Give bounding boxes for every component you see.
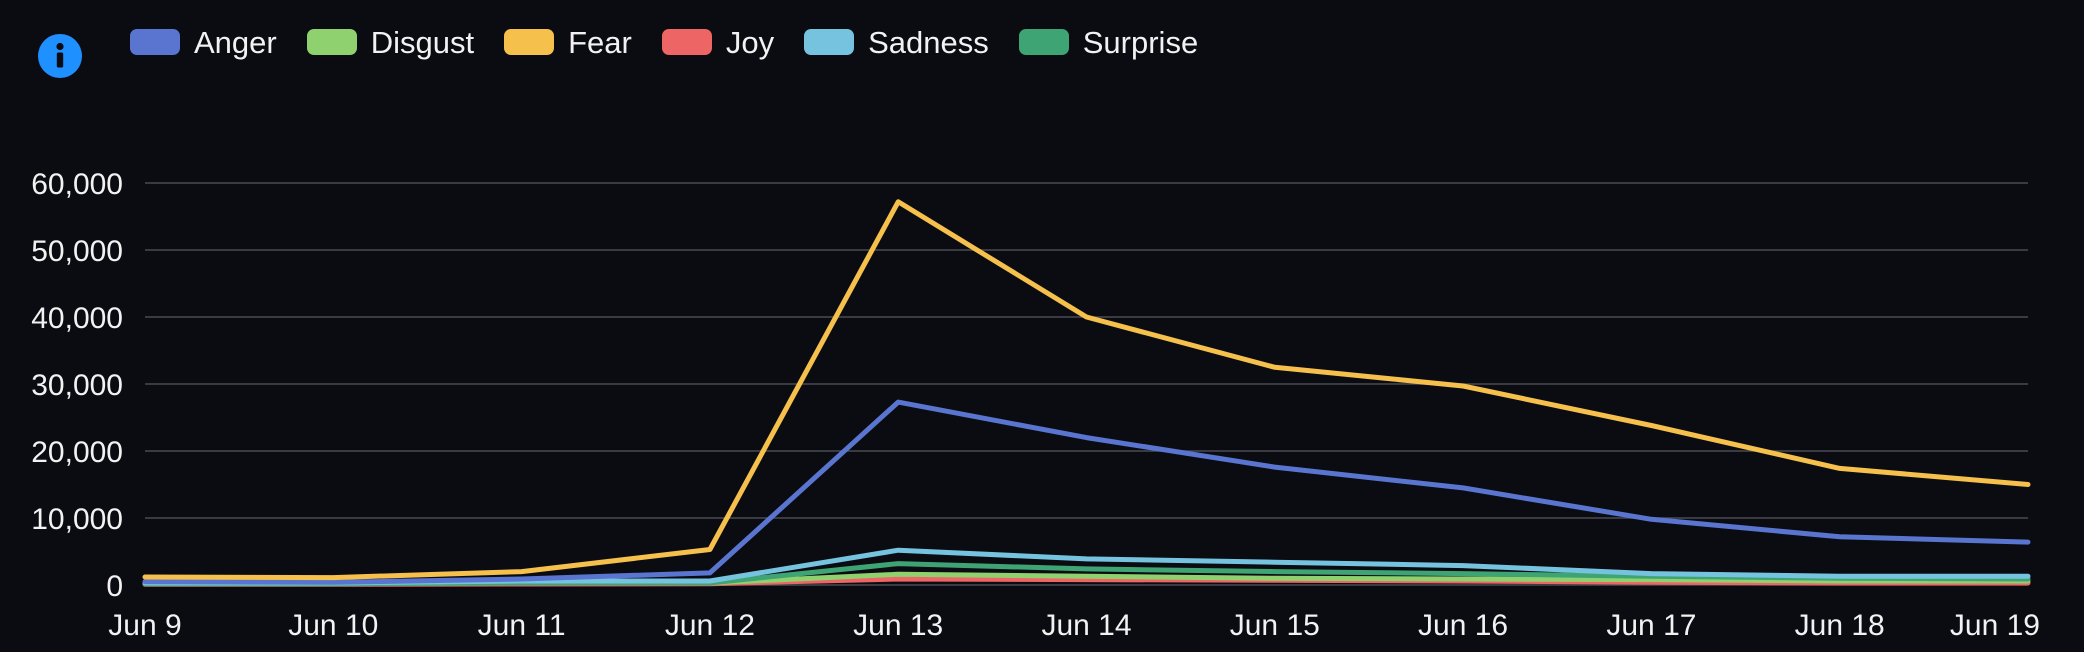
x-tick-label: Jun 16: [1418, 609, 1508, 642]
legend-label-anger: Anger: [194, 24, 277, 60]
y-tick-label: 10,000: [31, 503, 123, 536]
legend-label-surprise: Surprise: [1082, 24, 1199, 60]
x-tick-label: Jun 12: [665, 609, 755, 642]
legend-swatch-surprise: [1018, 29, 1069, 55]
chart-legend: Anger Disgust Fear Joy Sadness Surprise: [130, 18, 1198, 66]
x-tick-label: Jun 15: [1230, 609, 1320, 642]
y-tick-label: 0: [106, 570, 123, 603]
legend-swatch-anger: [130, 29, 180, 55]
legend-label-joy: Joy: [725, 24, 775, 60]
series-line-fear: [142, 199, 2031, 581]
legend-label-disgust: Disgust: [370, 24, 475, 60]
series-line-anger: [142, 399, 2031, 585]
y-tick-label: 30,000: [31, 369, 123, 402]
legend-item-fear[interactable]: Fear: [504, 27, 632, 58]
x-tick-label: Jun 13: [853, 609, 943, 642]
legend-swatch-disgust: [306, 29, 357, 55]
info-icon[interactable]: [38, 34, 82, 78]
x-tick-label: Jun 14: [1041, 609, 1131, 642]
legend-label-sadness: Sadness: [868, 24, 989, 60]
x-tick-label: Jun 9: [108, 609, 181, 642]
y-tick-label: 40,000: [31, 302, 123, 335]
y-tick-label: 20,000: [31, 436, 123, 469]
legend-label-fear: Fear: [568, 24, 632, 60]
legend-item-disgust[interactable]: Disgust: [306, 24, 475, 60]
legend-item-sadness[interactable]: Sadness: [804, 27, 989, 58]
legend-swatch-joy: [661, 29, 712, 55]
x-tick-label: Jun 11: [478, 609, 566, 642]
legend-item-surprise[interactable]: Surprise: [1018, 24, 1199, 60]
legend-item-joy[interactable]: Joy: [661, 24, 775, 60]
legend-swatch-fear: [504, 29, 555, 55]
x-tick-label: Jun 18: [1795, 609, 1885, 642]
legend-swatch-sadness: [804, 29, 855, 55]
legend-item-anger[interactable]: Anger: [130, 27, 277, 58]
x-tick-label: Jun 10: [288, 609, 378, 642]
y-tick-label: 60,000: [31, 168, 123, 201]
y-tick-label: 50,000: [31, 235, 123, 268]
x-tick-label: Jun 17: [1606, 609, 1696, 642]
x-tick-label: Jun 19: [1950, 609, 2040, 642]
